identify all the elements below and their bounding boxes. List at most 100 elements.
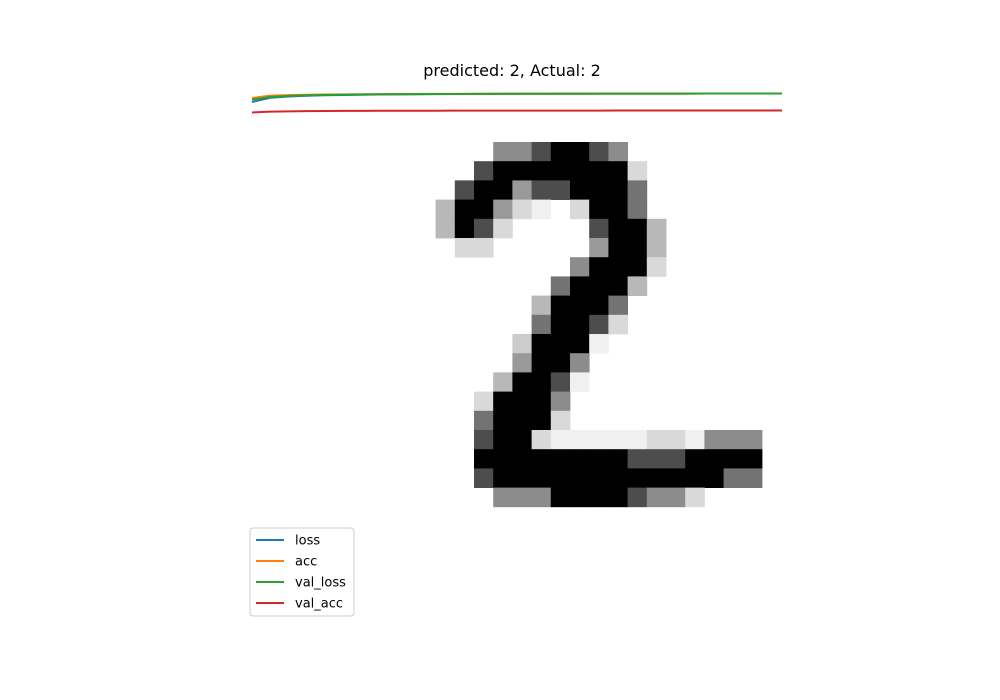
image-pixel bbox=[512, 353, 532, 373]
image-pixel bbox=[646, 430, 667, 450]
image-pixel bbox=[454, 199, 475, 220]
image-pixel bbox=[474, 218, 494, 239]
image-pixel bbox=[627, 430, 648, 450]
image-pixel bbox=[627, 180, 648, 200]
image-pixel bbox=[646, 218, 667, 239]
image-pixel bbox=[512, 180, 532, 200]
image-pixel bbox=[474, 410, 494, 431]
image-pixel bbox=[531, 468, 552, 488]
image-pixel bbox=[550, 391, 571, 412]
image-pixel bbox=[531, 334, 552, 354]
image-pixel bbox=[474, 468, 494, 488]
image-pixel bbox=[512, 199, 532, 220]
image-pixel bbox=[589, 238, 609, 258]
image-pixel bbox=[550, 276, 571, 296]
image-pixel bbox=[723, 430, 744, 450]
image-pixel bbox=[550, 142, 571, 162]
legend: loss acc val_loss val_acc bbox=[249, 527, 355, 617]
image-pixel bbox=[627, 218, 648, 239]
image-pixel bbox=[550, 468, 571, 488]
image-pixel bbox=[493, 199, 513, 220]
image-pixel bbox=[474, 391, 494, 412]
image-pixel bbox=[550, 410, 571, 431]
image-pixel bbox=[454, 218, 475, 239]
image-pixel bbox=[570, 199, 590, 220]
image-pixel bbox=[608, 180, 628, 200]
image-pixel bbox=[589, 468, 609, 488]
image-pixel bbox=[685, 487, 705, 508]
image-pixel bbox=[550, 487, 571, 508]
image-pixel bbox=[531, 430, 552, 450]
image-pixel bbox=[742, 468, 763, 488]
series-line-val_acc bbox=[251, 109, 782, 114]
image-pixel bbox=[646, 468, 667, 488]
chart-title: predicted: 2, Actual: 2 bbox=[423, 61, 601, 80]
image-pixel bbox=[704, 449, 724, 469]
image-pixel bbox=[531, 372, 552, 392]
image-pixel bbox=[589, 276, 609, 296]
image-pixel bbox=[570, 487, 590, 508]
image-pixel bbox=[493, 468, 513, 488]
image-pixel bbox=[493, 391, 513, 412]
image-pixel bbox=[474, 199, 494, 220]
image-pixel bbox=[570, 257, 590, 277]
image-pixel bbox=[646, 449, 667, 469]
image-pixel bbox=[666, 468, 686, 488]
image-pixel bbox=[627, 487, 648, 508]
series-line-val_loss bbox=[251, 92, 782, 101]
image-pixel bbox=[550, 295, 571, 316]
digit-image bbox=[435, 142, 763, 508]
image-pixel bbox=[608, 295, 628, 316]
image-pixel bbox=[531, 449, 552, 469]
image-pixel bbox=[474, 238, 494, 258]
image-pixel bbox=[685, 430, 705, 450]
image-pixel bbox=[570, 468, 590, 488]
image-pixel bbox=[589, 295, 609, 316]
image-pixel bbox=[685, 449, 705, 469]
image-pixel bbox=[493, 218, 513, 239]
image-pixel bbox=[704, 468, 724, 488]
image-pixel bbox=[493, 487, 513, 508]
image-pixel bbox=[608, 257, 628, 277]
image-pixel bbox=[531, 142, 552, 162]
image-pixel bbox=[608, 199, 628, 220]
image-pixel bbox=[531, 487, 552, 508]
image-pixel bbox=[608, 468, 628, 488]
image-pixel bbox=[589, 180, 609, 200]
image-pixel bbox=[550, 180, 571, 200]
image-pixel bbox=[493, 449, 513, 469]
image-pixel bbox=[493, 430, 513, 450]
image-pixel bbox=[608, 142, 628, 162]
image-pixel bbox=[474, 180, 494, 200]
image-pixel bbox=[627, 257, 648, 277]
image-pixel bbox=[435, 218, 456, 239]
legend-label-val_loss: val_loss bbox=[295, 576, 346, 591]
image-pixel bbox=[512, 391, 532, 412]
image-pixel bbox=[493, 180, 513, 200]
image-pixel bbox=[531, 353, 552, 373]
image-pixel bbox=[570, 314, 590, 335]
image-pixel bbox=[666, 487, 686, 508]
image-pixel bbox=[608, 276, 628, 296]
image-pixel bbox=[512, 468, 532, 488]
image-pixel bbox=[589, 449, 609, 469]
image-pixel bbox=[608, 449, 628, 469]
image-pixel bbox=[550, 334, 571, 354]
series-layer bbox=[251, 92, 783, 114]
image-pixel bbox=[742, 449, 763, 469]
image-pixel bbox=[608, 430, 628, 450]
image-pixel bbox=[723, 449, 744, 469]
image-pixel bbox=[627, 468, 648, 488]
image-pixel bbox=[550, 353, 571, 373]
image-pixel bbox=[550, 449, 571, 469]
image-pixel bbox=[608, 218, 628, 239]
image-pixel bbox=[474, 449, 494, 469]
image-pixel bbox=[512, 372, 532, 392]
image-pixel bbox=[570, 161, 590, 181]
image-pixel bbox=[570, 334, 590, 354]
image-pixel bbox=[723, 468, 744, 488]
legend-label-loss: loss bbox=[295, 534, 320, 549]
image-pixel bbox=[531, 314, 552, 335]
image-pixel bbox=[570, 430, 590, 450]
